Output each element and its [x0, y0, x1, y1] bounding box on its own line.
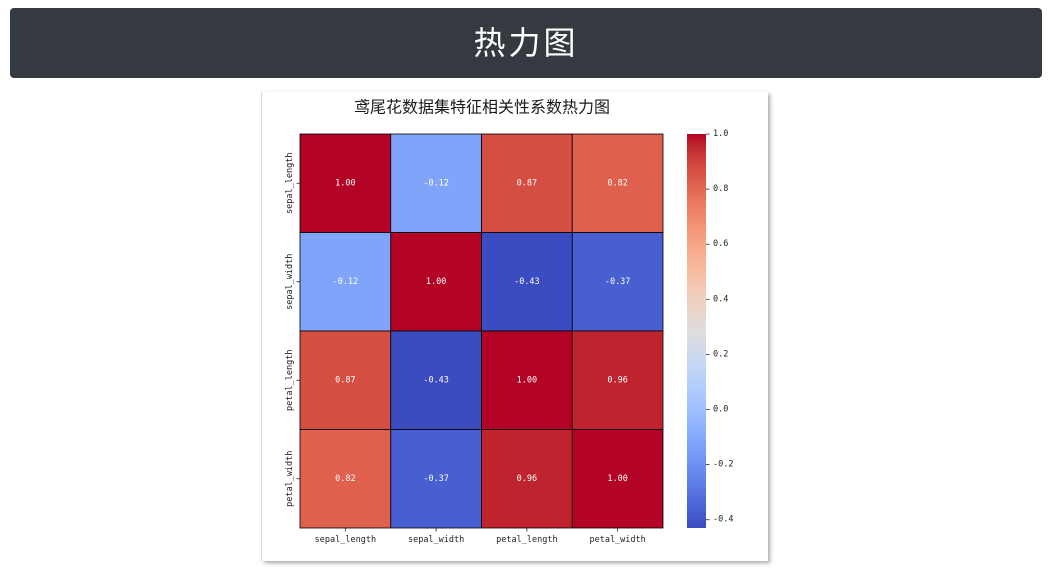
heatmap-cell	[390, 232, 482, 332]
colorbar	[687, 134, 706, 528]
x-tick-label: sepal_length	[315, 535, 376, 545]
cell-annotation: -0.43	[423, 375, 449, 385]
x-tick-label: sepal_width	[408, 535, 464, 545]
x-tick-label: petal_length	[496, 535, 557, 545]
cell-annotation: 1.00	[335, 178, 355, 188]
cell-annotation: -0.12	[333, 277, 359, 287]
cell-annotation: -0.37	[423, 474, 449, 484]
heatmap-cell	[571, 133, 664, 233]
heatmap-cell	[481, 133, 573, 233]
heatmap-cell	[390, 330, 482, 430]
y-tick-label: sepal_width	[285, 254, 295, 310]
cell-annotation: 0.87	[517, 178, 537, 188]
y-tick-label: petal_width	[285, 451, 295, 507]
page-title: 热力图	[473, 24, 579, 62]
colorbar-group: 1.0 0.8 0.6 0.4 0.2 0.0 -0.2 -0.4	[687, 129, 733, 528]
heatmap-chart: 鸢尾花数据集特征相关性系数热力图 1.00 -0.12 0.87 0.82-0.12 1…	[285, 98, 733, 546]
cell-annotation: 0.96	[517, 474, 537, 484]
colorbar-tick-label: 0.2	[713, 349, 728, 359]
cell-annotation: 0.82	[607, 178, 627, 188]
colorbar-tick-label: 0.6	[713, 239, 728, 249]
colorbar-tick-label: -0.4	[713, 515, 733, 525]
y-tick-label: sepal_length	[285, 153, 295, 214]
cell-annotation: 1.00	[426, 277, 446, 287]
y-tick-label: petal_length	[285, 350, 295, 411]
heatmap-cell	[571, 429, 664, 529]
heatmap-cell	[481, 429, 573, 529]
y-axis: sepal_length sepal_width petal_lengthpetal…	[285, 153, 300, 507]
colorbar-tick-label: 0.8	[713, 184, 728, 194]
page-header: 热力图	[10, 8, 1042, 78]
heatmap-cell	[390, 133, 482, 233]
x-axis: sepal_length sepal_width petal_length petal…	[315, 528, 646, 545]
cell-annotation: -0.37	[605, 277, 631, 287]
cell-annotation: -0.12	[423, 178, 449, 188]
chart-title: 鸢尾花数据集特征相关性系数热力图	[354, 98, 610, 117]
colorbar-tick-label: -0.2	[713, 460, 733, 470]
heatmap-figure: 鸢尾花数据集特征相关性系数热力图 1.00 -0.12 0.87 0.82 -0.12 1…	[262, 92, 768, 561]
cell-annotation: -0.43	[514, 277, 540, 287]
heatmap-cell	[299, 232, 392, 332]
cell-annotation: 1.00	[517, 375, 537, 385]
heatmap-cells	[299, 133, 664, 529]
cell-annotation: 0.82	[335, 474, 355, 484]
cell-annotation: 0.96	[607, 375, 627, 385]
heatmap-cell	[390, 429, 482, 529]
colorbar-tick-label: 1.0	[713, 129, 728, 139]
x-tick-label: petal_width	[589, 535, 645, 545]
heatmap-cell	[299, 429, 392, 529]
cell-annotation: 1.00	[607, 474, 627, 484]
heatmap-cell	[299, 133, 392, 233]
cell-annotation: 0.87	[335, 375, 355, 385]
heatmap-annotations: 1.00 -0.12 0.87 0.82 -0.12 1.00 -0.43 -0.37 0.87…	[333, 178, 631, 484]
heatmap-cell	[571, 232, 664, 332]
colorbar-tick-label: 0.0	[713, 405, 728, 415]
colorbar-tick-label: 0.4	[713, 294, 728, 304]
heatmap-cell	[571, 330, 664, 430]
